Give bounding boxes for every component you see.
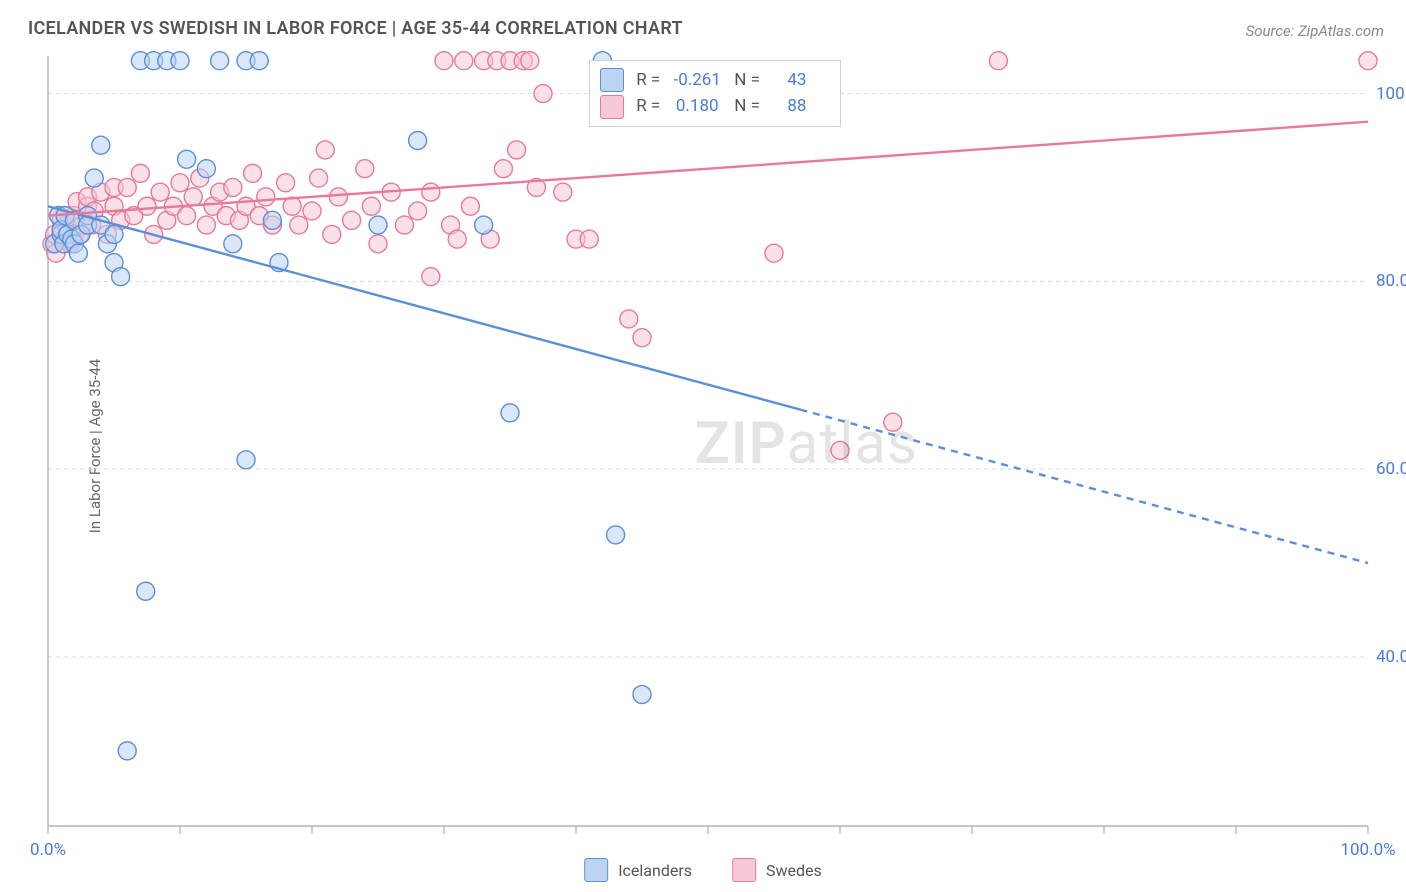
scatter-plot-svg <box>48 56 1368 826</box>
stats-n-value: 43 <box>768 67 826 93</box>
stats-row-icelanders: R = -0.261 N = 43 <box>600 67 826 93</box>
legend-item-swedes: Swedes <box>732 858 822 882</box>
chart-container: ICELANDER VS SWEDISH IN LABOR FORCE | AG… <box>0 0 1406 892</box>
swatch-icon <box>584 858 608 882</box>
stats-n-label: N = <box>734 93 760 119</box>
y-tick-label: 80.0% <box>1376 271 1406 291</box>
stats-r-value: 0.180 <box>668 93 726 119</box>
x-tick-label-min: 0.0% <box>30 840 66 860</box>
legend-item-icelanders: Icelanders <box>584 858 692 882</box>
y-tick-label: 60.0% <box>1376 459 1406 479</box>
stats-r-label: R = <box>636 67 660 93</box>
y-tick-label: 40.0% <box>1376 647 1406 667</box>
stats-n-value: 88 <box>768 93 826 119</box>
correlation-stats-box: R = -0.261 N = 43 R = 0.180 N = 88 <box>589 60 841 127</box>
swatch-icon <box>600 95 624 119</box>
source-label: Source: ZipAtlas.com <box>1246 22 1384 40</box>
chart-title: ICELANDER VS SWEDISH IN LABOR FORCE | AG… <box>28 18 683 39</box>
stats-r-value: -0.261 <box>668 67 726 93</box>
y-tick-label: 100.0% <box>1376 84 1406 104</box>
stats-r-label: R = <box>636 93 660 119</box>
stats-row-swedes: R = 0.180 N = 88 <box>600 93 826 119</box>
plot-area: 40.0% 60.0% 80.0% 100.0% 0.0% 100.0% R =… <box>48 56 1368 826</box>
swatch-icon <box>732 858 756 882</box>
swatch-icon <box>600 68 624 92</box>
stats-n-label: N = <box>734 67 760 93</box>
x-tick-label-max: 100.0% <box>1340 840 1395 860</box>
legend: Icelanders Swedes <box>584 858 822 882</box>
legend-label: Swedes <box>766 861 822 880</box>
legend-label: Icelanders <box>618 861 692 880</box>
